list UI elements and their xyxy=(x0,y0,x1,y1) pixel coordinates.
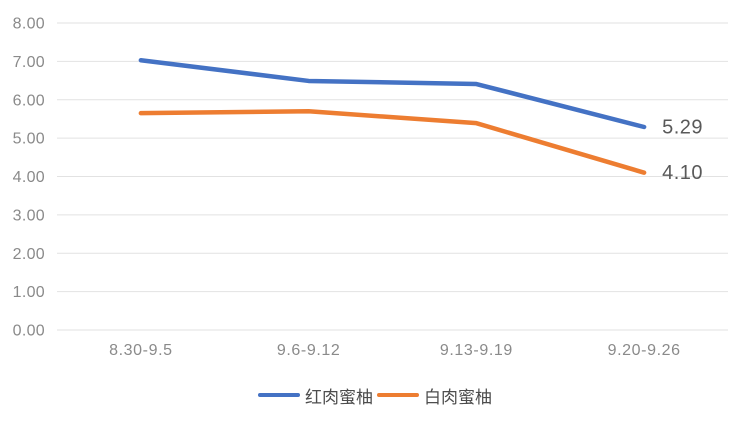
y-tick-label: 2.00 xyxy=(13,246,45,263)
series-line-1 xyxy=(138,109,647,175)
y-tick-label: 4.00 xyxy=(13,169,45,186)
y-tick-label: 3.00 xyxy=(13,207,45,224)
series-line-0 xyxy=(138,57,647,130)
legend-label: 白肉蜜柚 xyxy=(424,387,492,407)
x-tick-label: 9.20-9.26 xyxy=(608,342,681,359)
legend-line-swatch-icon xyxy=(258,392,300,398)
series-end-data-label: 4.10 xyxy=(662,162,703,184)
y-tick-label: 7.00 xyxy=(13,54,45,71)
x-tick-label: 9.13-9.19 xyxy=(440,342,513,359)
y-tick-label: 6.00 xyxy=(13,92,45,109)
y-tick-label: 0.00 xyxy=(13,323,45,340)
y-tick-label: 5.00 xyxy=(13,131,45,148)
y-tick-label: 1.00 xyxy=(13,284,45,301)
legend-item-white-flesh-pomelo: 白肉蜜柚 xyxy=(377,383,492,408)
x-tick-label: 8.30-9.5 xyxy=(109,342,173,359)
series-end-data-label: 5.29 xyxy=(662,116,703,138)
legend-line-swatch-icon xyxy=(377,392,419,398)
chart-legend: 红肉蜜柚 白肉蜜柚 xyxy=(0,381,750,409)
y-tick-label: 8.00 xyxy=(13,16,45,33)
legend-item-red-flesh-pomelo: 红肉蜜柚 xyxy=(258,383,373,408)
x-tick-label: 9.6-9.12 xyxy=(277,342,341,359)
legend-label: 红肉蜜柚 xyxy=(305,387,373,407)
